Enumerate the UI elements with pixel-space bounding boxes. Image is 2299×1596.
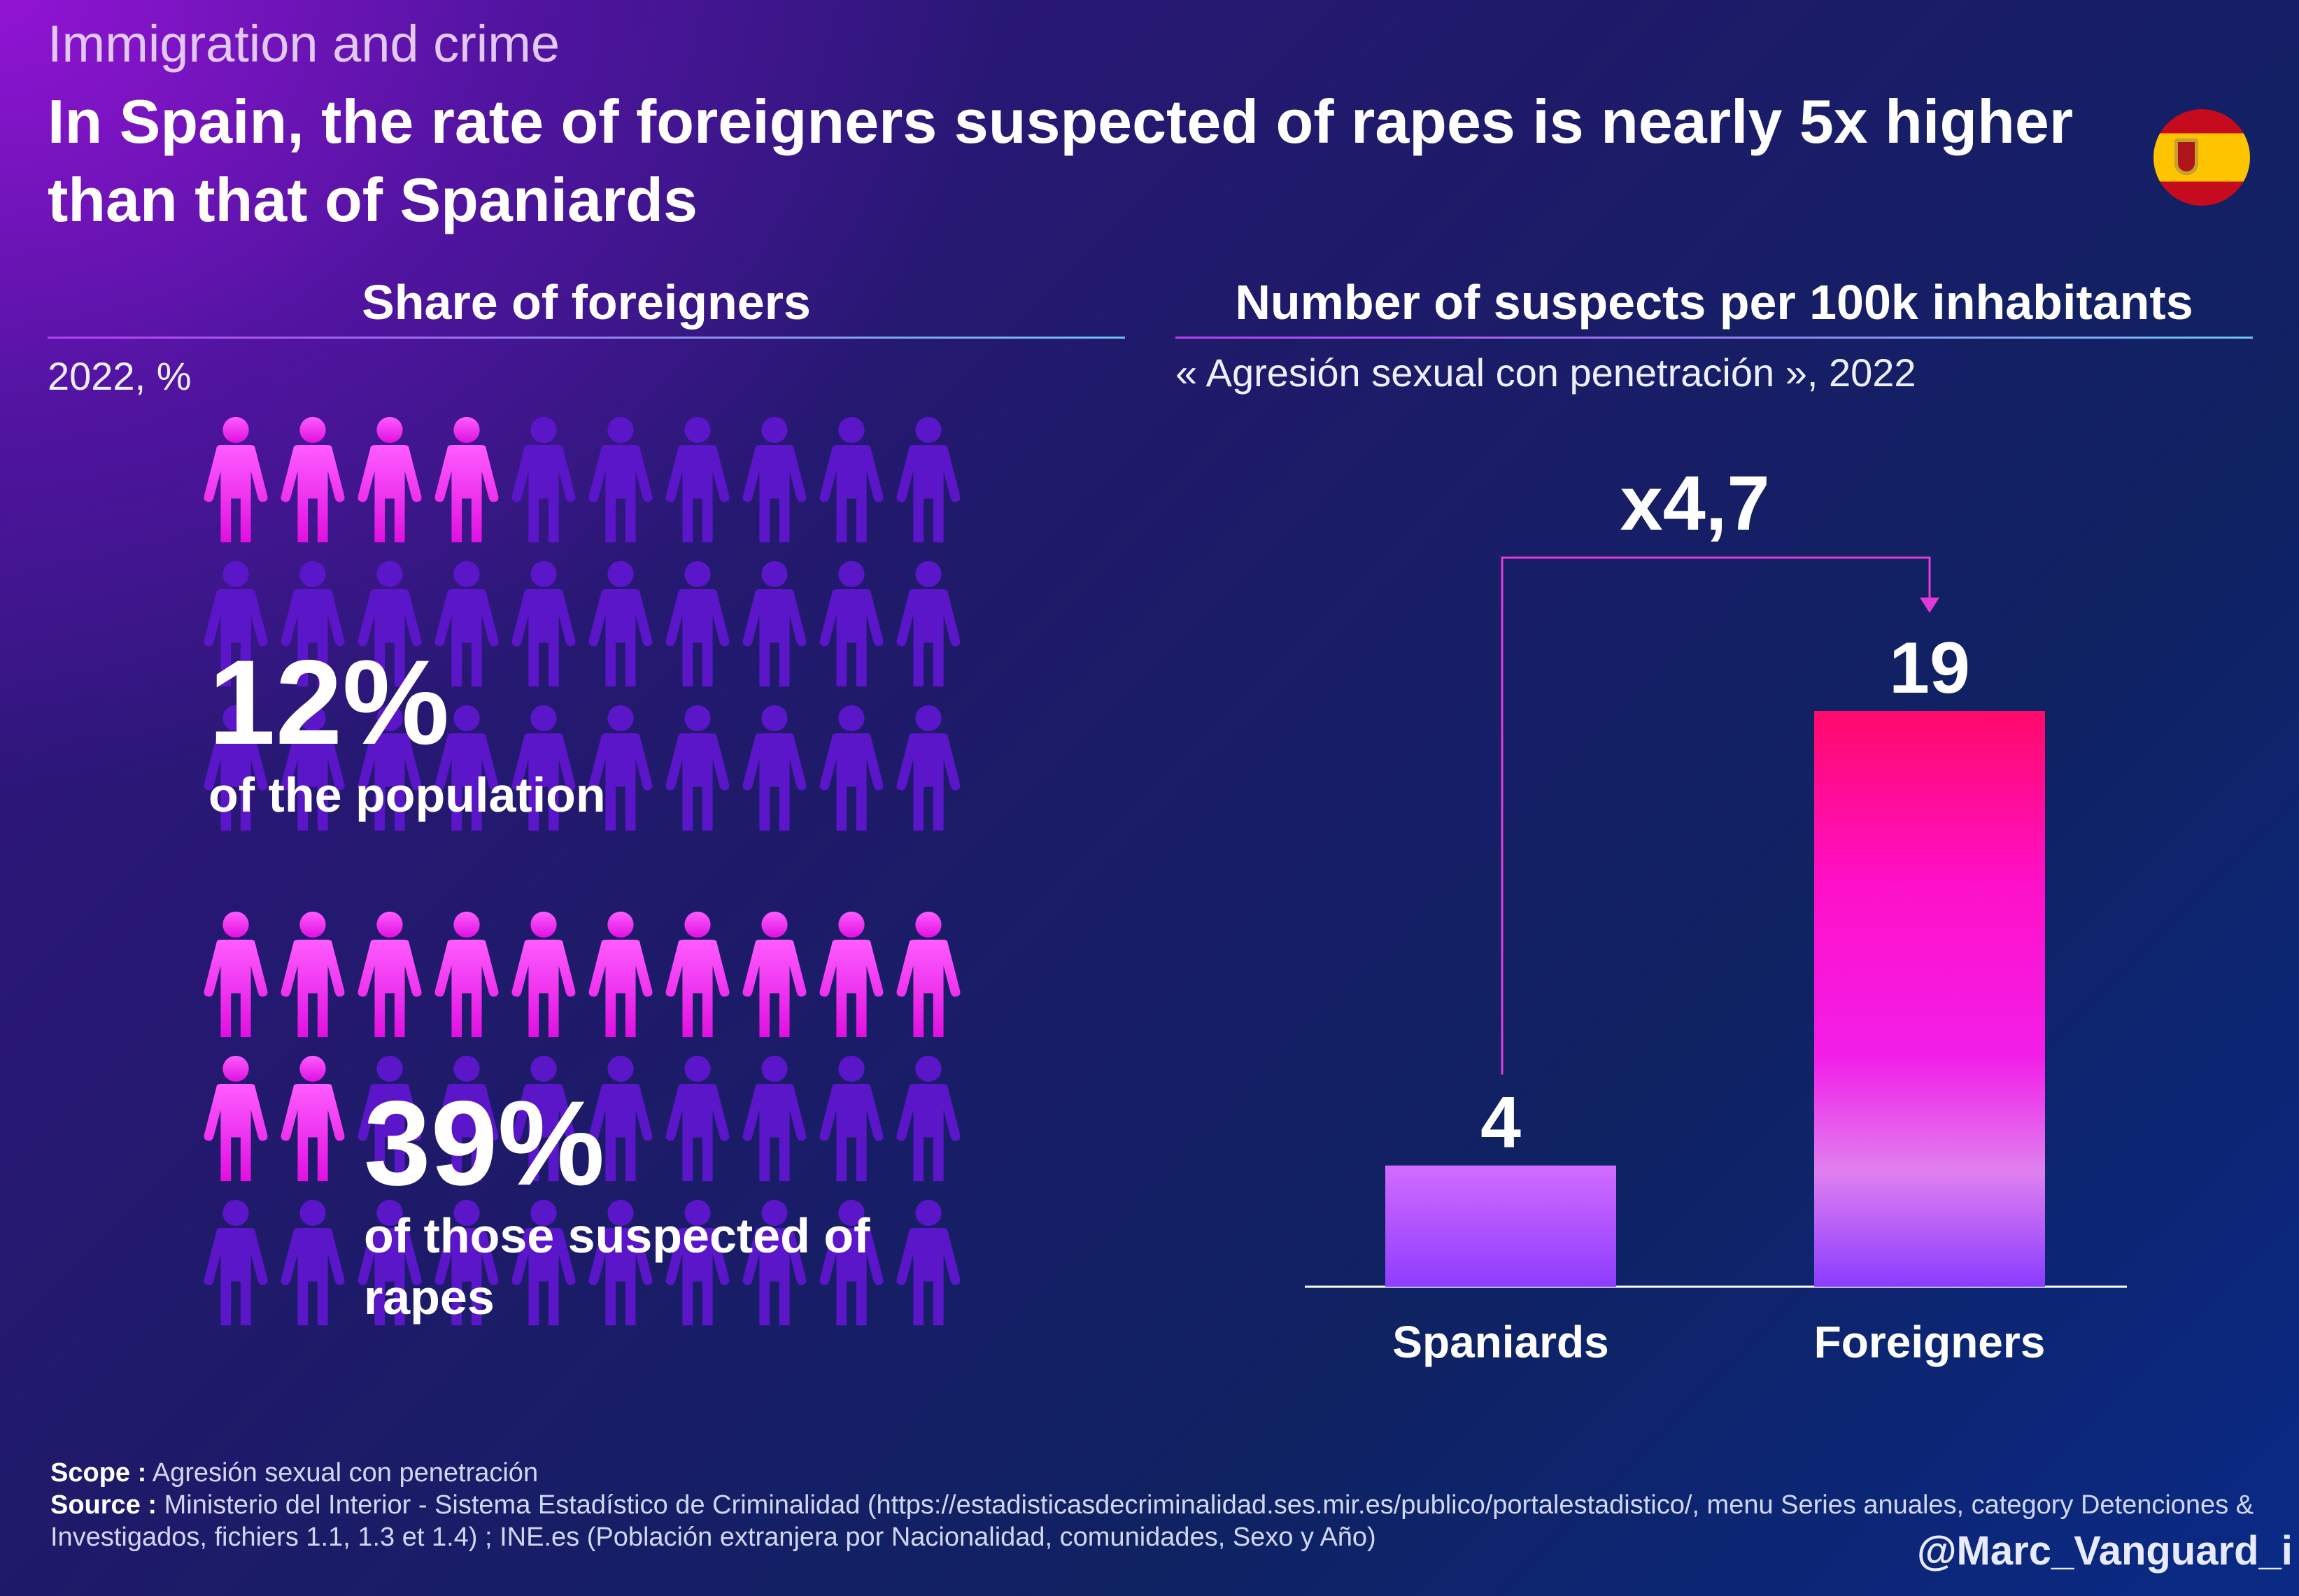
left-panel-subtitle: 2022, % xyxy=(48,354,192,398)
scope-label: Scope : xyxy=(50,1458,147,1488)
value-label-foreigners: 19 xyxy=(1889,628,1970,709)
right-panel-rule xyxy=(1175,337,2253,339)
bar-spaniards xyxy=(1385,1165,1616,1287)
source-line: Source : Ministerio del Interior - Siste… xyxy=(50,1489,2254,1553)
right-panel-title: Number of suspects per 100k inhabitants xyxy=(1235,275,2193,330)
right-panel-subtitle: « Agresión sexual con penetración », 202… xyxy=(1175,351,1916,395)
suspects-label: of those suspected of rapes xyxy=(364,1208,870,1325)
source-text: Ministerio del Interior - Sistema Estadí… xyxy=(50,1490,2254,1552)
ratio-label: x4,7 xyxy=(1620,460,1769,546)
footer: Scope : Agresión sexual con penetración … xyxy=(50,1457,2254,1553)
source-label: Source : xyxy=(50,1490,157,1520)
page-title: In Spain, the rate of foreigners suspect… xyxy=(48,87,2074,234)
coat-of-arms-icon xyxy=(2174,139,2198,175)
left-panel-title: Share of foreigners xyxy=(362,275,811,330)
value-label-spaniards: 4 xyxy=(1480,1082,1521,1164)
kicker: Immigration and crime xyxy=(48,15,560,73)
ratio-connector xyxy=(1501,556,1931,1075)
spain-flag-icon xyxy=(2153,109,2250,206)
scope-text: Agresión sexual con penetración xyxy=(152,1458,539,1488)
left-panel-rule xyxy=(48,337,1125,339)
category-label-foreigners: Foreigners xyxy=(1814,1317,2046,1367)
population-percent: 12% xyxy=(208,635,450,770)
author-handle: @Marc_Vanguard_i xyxy=(1917,1528,2293,1574)
population-label: of the population xyxy=(208,768,606,822)
bar-foreigners xyxy=(1814,711,2045,1287)
scope-line: Scope : Agresión sexual con penetración xyxy=(50,1457,2254,1489)
suspects-percent: 39% xyxy=(364,1076,605,1210)
ratio-arrowhead xyxy=(1920,598,1939,613)
category-label-spaniards: Spaniards xyxy=(1392,1317,1608,1367)
